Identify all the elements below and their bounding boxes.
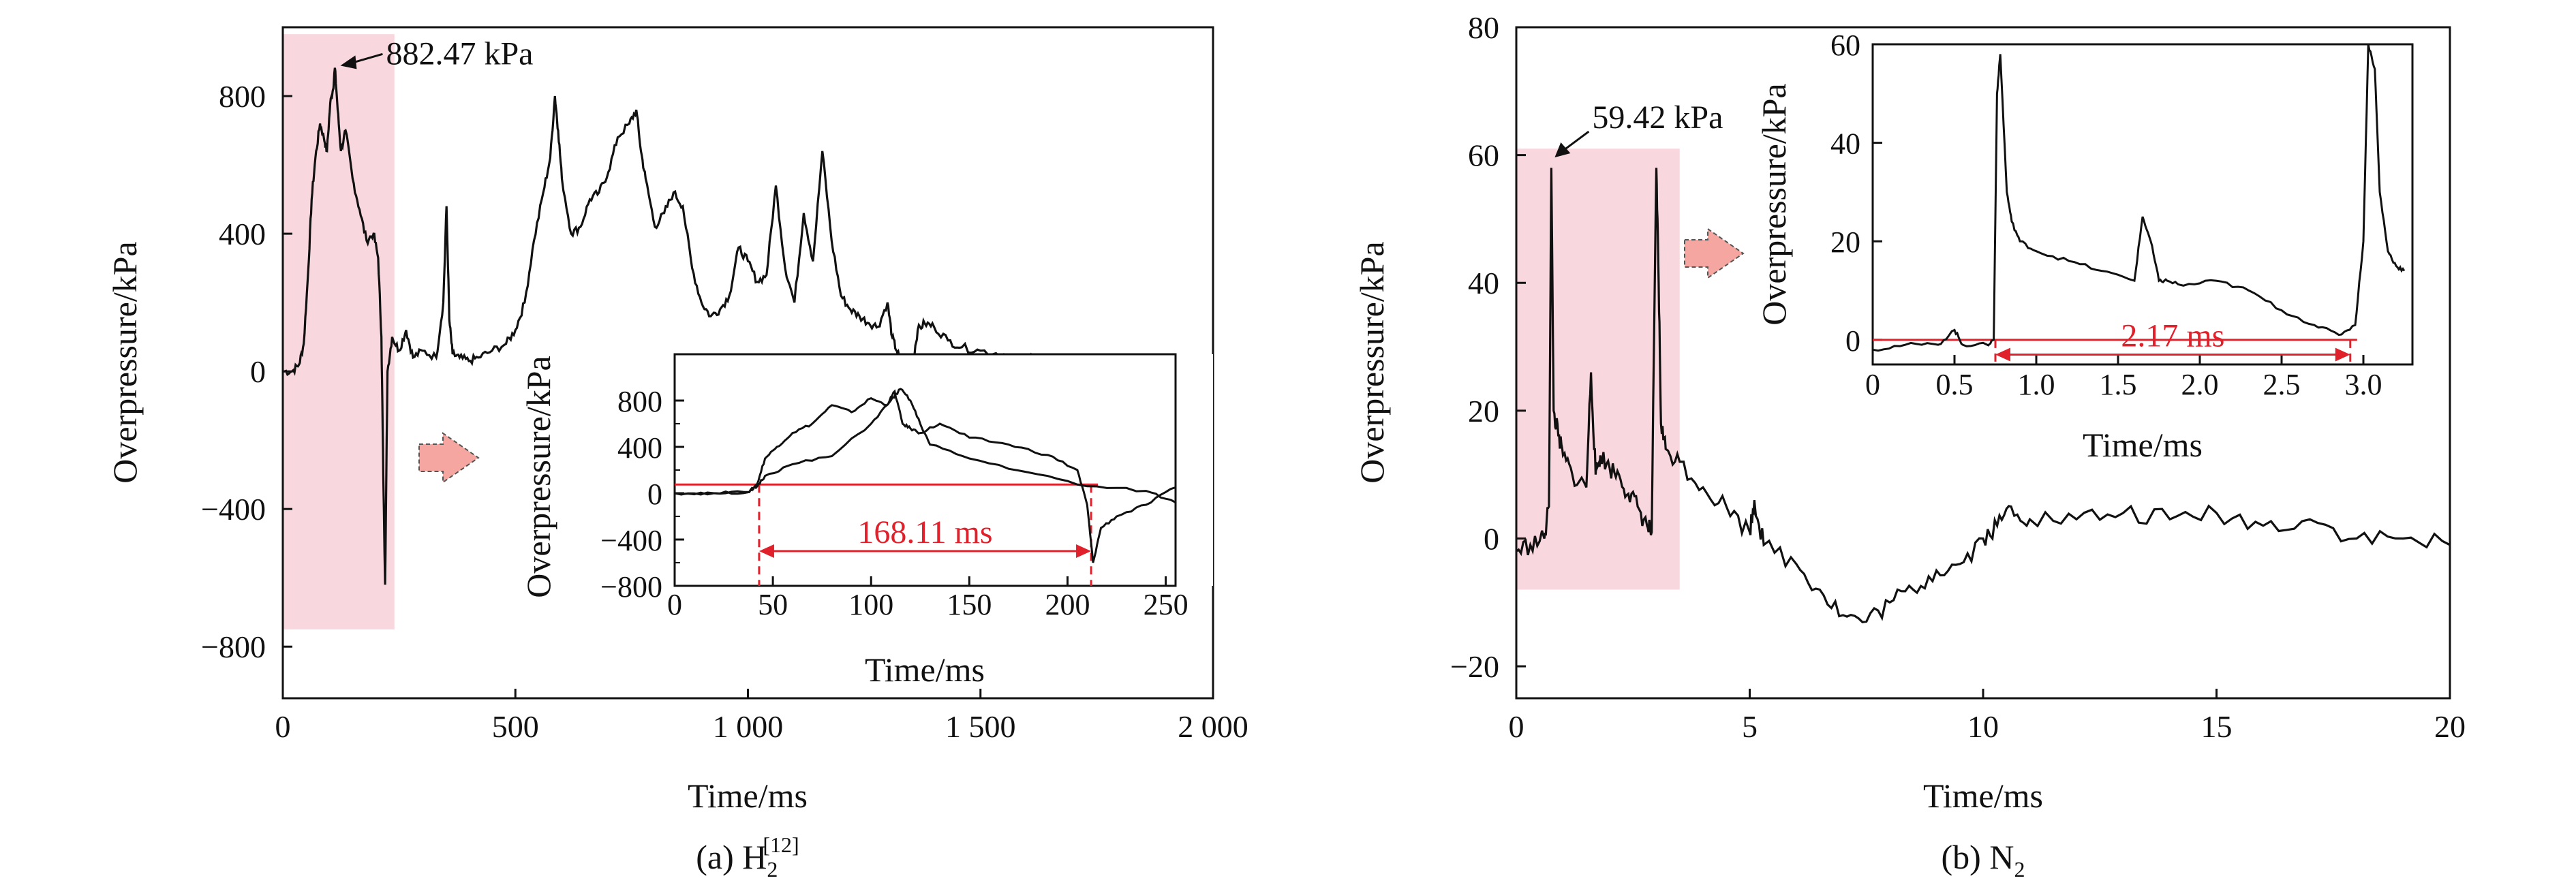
y-tick-label: 60 — [1468, 138, 1499, 173]
n2-inset-series — [1872, 44, 2406, 352]
h2-caption-main: (a) H — [696, 838, 767, 876]
x-tick-label: 500 — [492, 709, 539, 744]
y-tick-label: 0 — [1845, 324, 1860, 358]
n2-inset: 0 0.5 1.0 1.5 2.0 2.5 3.0 0 20 40 60 2.17 ms Time/… — [1755, 29, 2414, 464]
n2-inset-duration-label: 2.17 ms — [2121, 318, 2224, 354]
y-tick-label: 60 — [1830, 29, 1860, 62]
x-tick-label: 2 000 — [1178, 709, 1248, 744]
y-tick-label: 80 — [1468, 10, 1499, 45]
n2-series-line — [1516, 168, 2451, 624]
h2-caption-sub: 2 — [767, 857, 778, 882]
h2-caption-sup: [12] — [763, 832, 799, 857]
x-tick-label: 0 — [275, 709, 291, 744]
h2-inset-y-axis-label: Overpressure/kPa — [519, 356, 557, 597]
h2-inset-x-axis-label: Time/ms — [865, 651, 985, 689]
y-tick-label: −800 — [600, 570, 662, 604]
h2-inset-duration-label: 168.11 ms — [857, 514, 992, 550]
y-tick-label: 0 — [1484, 521, 1499, 556]
h2-inset-duration-label-bg — [857, 516, 994, 548]
x-tick-label: 1.0 — [2018, 368, 2055, 401]
n2-caption: (b) N2 — [1942, 838, 2025, 882]
n2-inset-x-axis-label: Time/ms — [2083, 426, 2203, 464]
h2-caption: (a) H2[12] — [696, 832, 799, 882]
y-tick-label: −400 — [600, 524, 662, 557]
n2-inset-background — [1873, 44, 2412, 364]
x-tick-label: 100 — [848, 588, 893, 621]
y-tick-label: 800 — [219, 79, 266, 114]
h2-inset-duration-arrowhead-left — [758, 544, 774, 558]
y-tick-label: 20 — [1468, 394, 1499, 428]
x-tick-label: 1 500 — [945, 709, 1016, 744]
h2-inset-series-2 — [674, 388, 1176, 503]
n2-caption-main: (b) N — [1942, 838, 2014, 876]
y-tick-label: −800 — [201, 629, 266, 664]
zoom-arrow-icon — [1684, 228, 1745, 279]
h2-x-axis-label: Time/ms — [688, 777, 808, 815]
x-tick-label: 0 — [667, 588, 682, 621]
x-tick-label: 150 — [947, 588, 992, 621]
x-tick-label: 0 — [1509, 709, 1524, 744]
x-tick-label: 2.0 — [2181, 368, 2219, 401]
y-tick-label: 400 — [617, 431, 662, 465]
x-tick-label: 20 — [2434, 709, 2466, 744]
n2-inset-frame — [1871, 43, 2414, 366]
x-tick-label: 3.0 — [2345, 368, 2382, 401]
x-tick-label: 1.5 — [2100, 368, 2137, 401]
x-tick-label: 200 — [1045, 588, 1090, 621]
n2-inset-duration-arrowhead-right — [2335, 347, 2350, 362]
y-tick-label: 40 — [1830, 127, 1860, 161]
x-tick-label: 0 — [1865, 368, 1880, 401]
n2-y-axis-label: Overpressure/kPa — [1353, 241, 1391, 483]
n2-inset-tick-labels: 0 0.5 1.0 1.5 2.0 2.5 3.0 0 20 40 60 — [1830, 29, 2382, 401]
y-tick-label: 800 — [617, 385, 662, 418]
n2-peak-arrowhead — [1554, 142, 1571, 158]
y-tick-label: 400 — [219, 217, 266, 251]
n2-ticks — [1515, 26, 2451, 698]
y-tick-label: 20 — [1830, 225, 1860, 259]
h2-inset-series-1 — [674, 389, 1176, 563]
n2-x-axis-label: Time/ms — [1923, 777, 2043, 815]
h2-peak-label: 882.47 kPa — [386, 35, 533, 72]
n2-caption-sub: 2 — [2014, 857, 2025, 882]
x-tick-label: 0.5 — [1936, 368, 1974, 401]
y-tick-label: 0 — [647, 478, 662, 511]
y-tick-label: −400 — [201, 492, 266, 527]
n2-peak-label: 59.42 kPa — [1592, 99, 1723, 136]
h2-ticks — [281, 95, 1214, 698]
y-tick-label: 40 — [1468, 266, 1499, 300]
n2-tick-labels: 0 5 10 15 20 −20 0 20 40 60 80 — [1450, 10, 2466, 744]
x-tick-label: 1 000 — [713, 709, 784, 744]
zoom-arrow-icon — [418, 432, 480, 484]
n2-inset-y-axis-label: Overpressure/kPa — [1755, 83, 1793, 325]
y-tick-label: −20 — [1450, 649, 1499, 684]
n2-inset-duration-arrowhead-left — [1995, 347, 2010, 362]
x-tick-label: 50 — [758, 588, 788, 621]
h2-y-axis-label: Overpressure/kPa — [106, 241, 144, 483]
x-tick-label: 10 — [1967, 709, 1999, 744]
y-tick-label: 0 — [250, 354, 266, 389]
x-tick-label: 5 — [1742, 709, 1758, 744]
x-tick-label: 2.5 — [2263, 368, 2301, 401]
x-tick-label: 15 — [2201, 709, 2233, 744]
h2-inset-duration-arrowhead-right — [1076, 544, 1092, 558]
x-tick-label: 250 — [1144, 588, 1189, 621]
h2-peak-arrowhead — [340, 55, 357, 69]
